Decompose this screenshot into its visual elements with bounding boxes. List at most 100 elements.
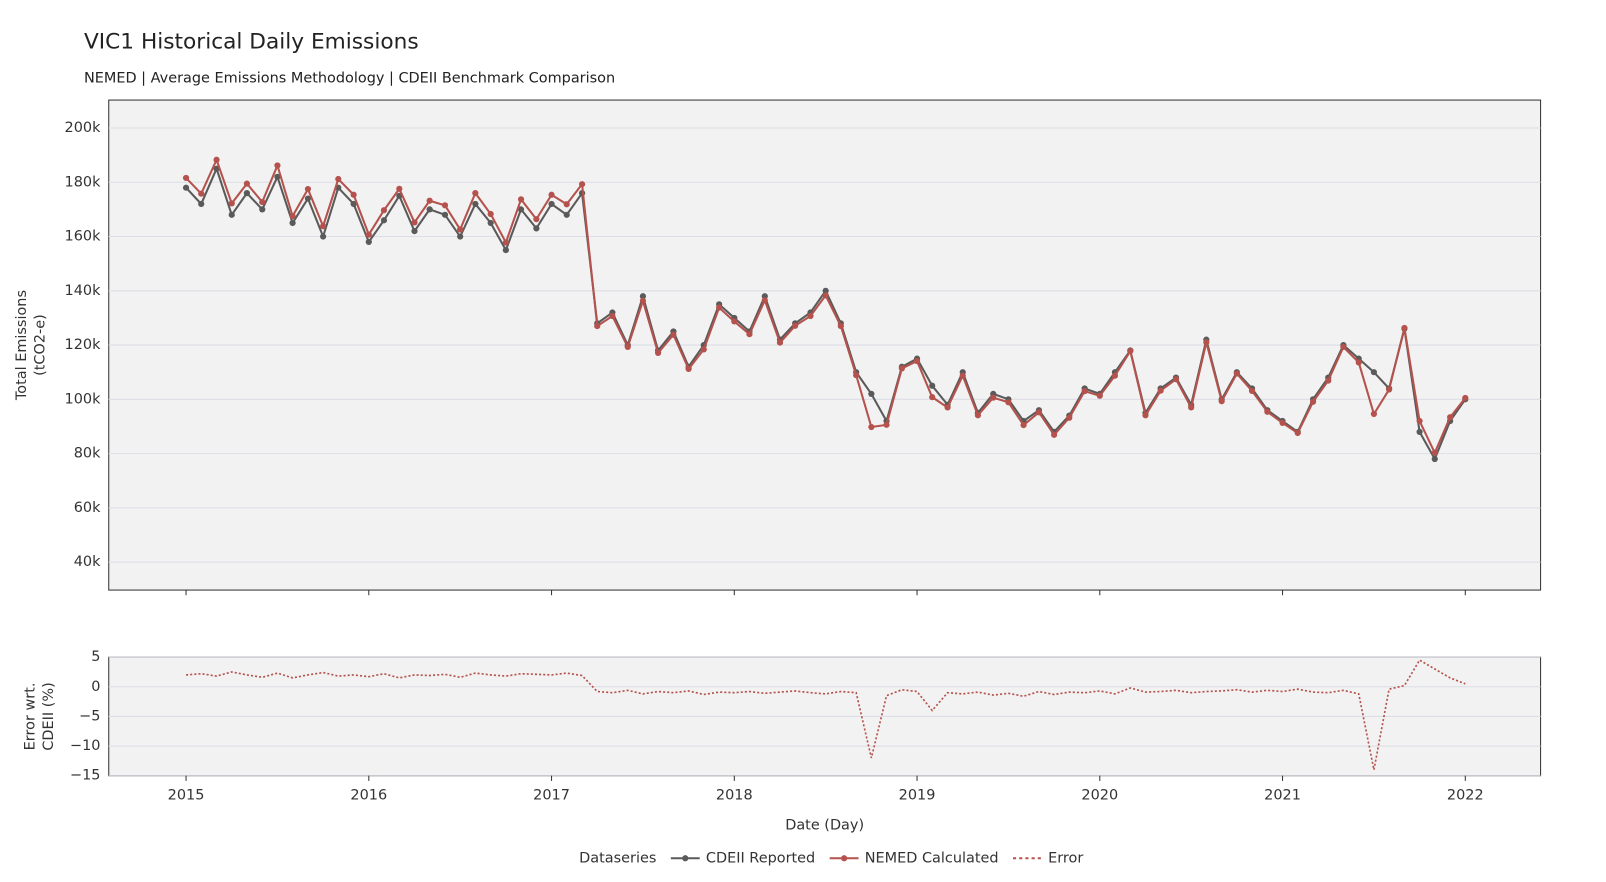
data-point	[670, 331, 677, 338]
y-axis-label: Total Emissions	[14, 290, 30, 401]
data-point	[1447, 414, 1454, 421]
data-point	[563, 201, 570, 208]
data-point	[1005, 399, 1012, 406]
chart-subtitle: NEMED | Average Emissions Methodology | …	[84, 70, 615, 86]
data-point	[182, 174, 190, 182]
x-axis-label: Date (Day)	[785, 817, 864, 833]
data-point	[198, 190, 205, 197]
data-point	[304, 185, 312, 193]
data-point	[563, 211, 570, 218]
data-point	[1416, 417, 1423, 425]
data-point	[1431, 455, 1438, 463]
data-point	[1385, 386, 1393, 393]
chart-title: VIC1 Historical Daily Emissions	[84, 29, 419, 54]
data-point	[1218, 398, 1225, 405]
data-point	[1081, 388, 1088, 395]
y-tick-label: 40k	[74, 554, 101, 570]
data-point	[487, 219, 494, 227]
data-point	[822, 292, 829, 299]
legend-label: NEMED Calculated	[865, 850, 999, 866]
data-point	[441, 202, 449, 209]
data-point	[1188, 404, 1195, 411]
data-point	[1248, 387, 1256, 395]
y-tick-label: −10	[70, 738, 100, 754]
data-point	[898, 365, 905, 372]
y-tick-label: 0	[91, 679, 100, 695]
data-point	[1401, 324, 1408, 332]
data-point	[807, 312, 814, 320]
data-point	[365, 231, 372, 238]
data-point	[929, 382, 936, 389]
data-point	[472, 190, 479, 197]
data-point	[594, 322, 601, 330]
data-point	[1020, 422, 1027, 429]
data-point	[746, 331, 753, 338]
data-point	[350, 200, 357, 208]
data-point	[868, 423, 875, 431]
y-tick-label: 100k	[65, 391, 102, 407]
series-group	[182, 156, 1469, 463]
data-point	[913, 357, 921, 365]
data-point	[533, 216, 540, 223]
data-point	[959, 372, 966, 379]
data-point	[609, 312, 616, 320]
data-point	[380, 207, 388, 214]
legend-label: CDEII Reported	[706, 850, 815, 866]
data-point	[1096, 392, 1103, 399]
data-point	[411, 228, 418, 235]
data-point	[259, 206, 266, 213]
data-point	[1233, 370, 1240, 377]
data-point	[990, 394, 997, 401]
data-point	[243, 180, 250, 187]
y-tick-label: −15	[70, 768, 100, 784]
data-point	[929, 394, 936, 401]
data-point	[487, 210, 494, 218]
data-line	[185, 658, 1466, 770]
data-point	[335, 175, 342, 183]
data-point	[243, 190, 250, 197]
data-point	[853, 372, 860, 379]
data-point	[548, 191, 555, 198]
data-point	[639, 293, 647, 300]
data-point	[1370, 369, 1378, 376]
data-point	[380, 217, 388, 224]
data-point	[396, 185, 403, 192]
data-point	[365, 238, 372, 246]
data-point	[274, 162, 281, 169]
data-point	[974, 412, 981, 419]
legend-marker	[682, 855, 689, 862]
data-point	[883, 421, 890, 428]
data-point	[182, 184, 190, 191]
data-point	[1051, 431, 1058, 438]
data-point	[1203, 339, 1210, 346]
x-tick-label: 2016	[350, 787, 387, 803]
y-tick-label: 120k	[65, 337, 102, 353]
y-tick-label: 180k	[65, 174, 102, 190]
data-point	[761, 297, 768, 304]
data-point	[457, 233, 464, 240]
data-point	[548, 200, 555, 208]
data-point	[198, 200, 205, 208]
data-point	[1431, 449, 1438, 456]
data-point	[517, 206, 525, 213]
legend-label: Error	[1048, 850, 1083, 866]
x-tick-label: 2015	[168, 787, 205, 803]
data-point	[1340, 343, 1347, 351]
data-point	[837, 322, 844, 330]
y-tick-label: 200k	[65, 120, 102, 136]
data-point	[1355, 359, 1362, 366]
data-point	[426, 206, 433, 213]
data-point	[533, 225, 540, 232]
data-point	[213, 156, 220, 163]
data-point	[1370, 410, 1378, 418]
data-point	[578, 181, 586, 188]
data-point	[868, 390, 875, 397]
data-point	[502, 239, 509, 246]
data-point	[685, 365, 692, 373]
data-point	[776, 339, 784, 346]
data-point	[1294, 429, 1301, 437]
x-tick-label: 2019	[899, 787, 936, 803]
data-point	[1142, 412, 1149, 419]
y-tick-label: 60k	[74, 500, 101, 516]
data-point	[289, 213, 296, 220]
